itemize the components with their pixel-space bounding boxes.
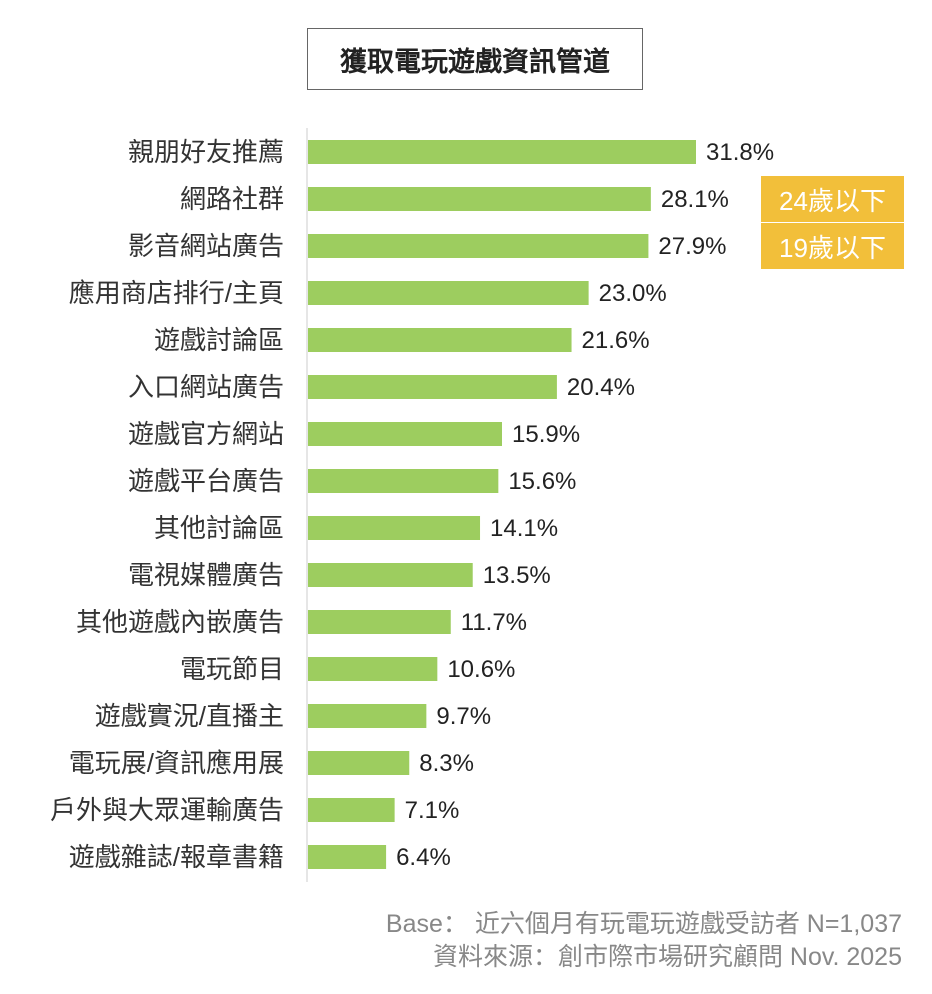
category-label-6: 遊戲官方網站 [128,419,284,449]
value-label-12: 9.7% [436,703,491,730]
category-label-10: 其他遊戲內嵌廣告 [76,607,284,637]
category-label-12: 遊戲實況/直播主 [95,701,284,731]
chart-title: 獲取電玩遊戲資訊管道 [307,28,643,90]
bar-5 [308,375,557,399]
value-label-2: 27.9% [658,233,726,260]
bar-8 [308,516,481,540]
category-label-4: 遊戲討論區 [154,325,284,355]
bar-10 [308,610,451,634]
category-label-14: 戶外與大眾運輸廣告 [50,795,284,825]
category-label-15: 遊戲雜誌/報章書籍 [69,842,284,872]
category-label-8: 其他討論區 [154,513,284,543]
bar-9 [308,563,473,587]
value-label-5: 20.4% [567,374,635,401]
bar-15 [308,845,387,869]
value-label-4: 21.6% [582,327,650,354]
bar-7 [308,469,499,493]
category-label-9: 電視媒體廣告 [128,560,284,590]
bar-3 [308,281,589,305]
footer-base-note: Base： 近六個月有玩電玩遊戲受訪者 N=1,037 [385,910,902,938]
bar-1 [308,187,651,211]
bar-12 [308,704,427,728]
value-label-3: 23.0% [599,280,667,307]
value-label-9: 13.5% [483,562,551,589]
value-label-0: 31.8% [706,139,774,166]
value-label-14: 7.1% [405,797,460,824]
value-label-6: 15.9% [512,421,580,448]
category-label-11: 電玩節目 [180,654,284,684]
bar-6 [308,422,502,446]
annotation-badge-24-under: 24歲以下 [761,176,904,222]
category-label-0: 親朋好友推薦 [128,137,284,167]
value-label-15: 6.4% [396,844,451,871]
value-label-1: 28.1% [661,186,729,213]
bar-13 [308,751,410,775]
bar-14 [308,798,395,822]
category-label-5: 入口網站廣告 [128,372,284,402]
value-label-11: 10.6% [447,656,515,683]
value-label-13: 8.3% [419,750,474,777]
bar-2 [308,234,649,258]
bar-4 [308,328,572,352]
value-label-10: 11.7% [461,609,527,636]
value-label-7: 15.6% [508,468,576,495]
category-label-2: 影音網站廣告 [128,231,284,261]
bar-0 [308,140,696,164]
category-label-13: 電玩展/資訊應用展 [69,748,284,778]
footer-source-note: 資料來源：創市際市場研究顧問 Nov. 2025 [432,943,902,971]
category-label-7: 遊戲平台廣告 [128,466,284,496]
category-label-3: 應用商店排行/主頁 [69,278,284,308]
bar-11 [308,657,438,681]
category-label-1: 網路社群 [180,184,284,214]
annotation-badge-19-under: 19歲以下 [761,223,904,269]
value-label-8: 14.1% [490,515,558,542]
